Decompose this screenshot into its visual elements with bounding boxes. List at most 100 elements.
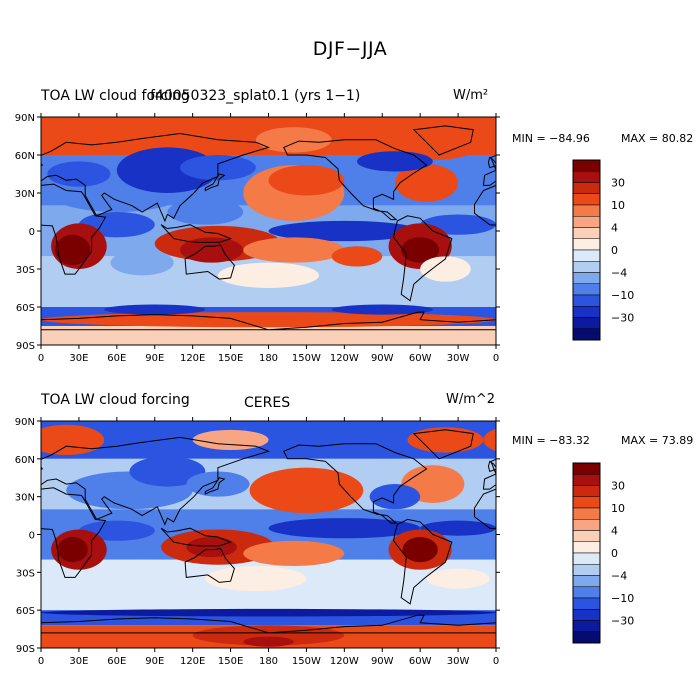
panel1-anomaly [268, 165, 345, 196]
panel1-anomaly [382, 124, 484, 161]
panel1-coastlines [41, 125, 689, 331]
panel1-colorbar-bin [572, 182, 601, 194]
panel1-anomaly [356, 151, 433, 172]
panel1-colorbar-bin [572, 238, 601, 251]
panel2-anomaly [41, 608, 496, 617]
panel1-anomaly [394, 163, 459, 202]
panel1-colorbar-bin [572, 328, 601, 341]
panel2-colorbar-label: −4 [611, 570, 627, 583]
panel2-colorbar-bin [572, 597, 601, 610]
panel1-colorbar-label: −30 [611, 312, 634, 325]
panel1-lon-label: 180 [259, 353, 278, 364]
panel2-coast-africa [41, 487, 107, 578]
panel2-anomaly [104, 559, 181, 585]
panel2-colorbar-bin [572, 530, 601, 542]
panel2-colorbar-label: 10 [611, 502, 625, 515]
panel2-colorbar-frame [572, 462, 601, 644]
panel1-lon-label: 90W [371, 353, 394, 364]
panel1-coast-australia [184, 244, 235, 280]
panel2-coast-indonesia [616, 528, 686, 546]
panel1-lat-label: 30N [15, 189, 35, 200]
panel1-lat-label: 60S [16, 303, 35, 314]
panel1-left-title: TOA LW cloud forcing [41, 88, 190, 104]
panel1-colorbar-bin [572, 171, 601, 183]
panel1-center-title: f40050323_splat0.1 (yrs 1−1) [150, 88, 361, 104]
panel2-lon-label: 180 [259, 656, 278, 667]
panel2-coastlines [41, 429, 686, 634]
panel2-coast-greenland [412, 429, 474, 460]
panel2-colorbar-bin [572, 496, 601, 509]
panel1-anomaly [331, 304, 433, 315]
panel2-lon-label: 150W [292, 656, 321, 667]
panel1-coast-greenland [412, 125, 474, 156]
panel2-anomaly [243, 540, 345, 567]
panel1-lon-label: 120W [330, 353, 359, 364]
panel1-min: MIN = −84.96 [512, 132, 590, 145]
panel1-coast-japan [660, 174, 679, 191]
panel2-coast-japan [660, 478, 679, 494]
panel1-anomaly [41, 312, 496, 328]
panel1-anomaly [255, 127, 332, 153]
panel2-lon-label: 120W [330, 656, 359, 667]
panel2-lat-label: 60S [16, 606, 35, 617]
panel2-colorbar-label: −30 [611, 615, 634, 628]
panel2-colorbar-label: 30 [611, 480, 625, 493]
panel2-anomaly [243, 636, 294, 647]
panel1-max: MAX = 80.82 [621, 132, 694, 145]
panel2-lon-label: 90E [145, 656, 164, 667]
panel1-colorbar-bin [572, 306, 601, 318]
panel2-anomaly [426, 568, 490, 589]
panel2-colorbar-bin [572, 462, 601, 475]
panel2-colorbar-bin [572, 552, 601, 565]
panel1-anomaly [0, 312, 41, 327]
panel1-colorbar-label: 4 [611, 222, 618, 235]
panel2-colorbar-bin [572, 485, 601, 497]
panel1-colorbar-bin [572, 317, 601, 329]
panel1-coast-indonesia [160, 224, 233, 243]
panel1-lon-label: 60E [107, 353, 126, 364]
panel2-left-title: TOA LW cloud forcing [41, 392, 190, 408]
panel2-lat-label: 90S [16, 644, 35, 655]
panel1-anomaly [243, 237, 345, 263]
panel1-anomaly [180, 237, 244, 263]
panel1-colorbar-bin [572, 294, 601, 307]
panel1-anomaly [420, 256, 471, 282]
panel2-lon-label: 150E [218, 656, 243, 667]
panel2-lat-label: 90N [15, 417, 35, 428]
panel2-anomaly [402, 537, 438, 563]
panel1-colorbar-label: −10 [611, 289, 634, 302]
panel1-coast-australia [640, 245, 689, 279]
panel1-colorbar-bin [572, 249, 601, 262]
panel2-colorbar: 30 10 4 0 −4 −10 −30 [572, 462, 634, 644]
panel2-coast-antarctica [268, 614, 496, 634]
panel1-lat-label: 60N [15, 151, 35, 162]
panel1-anomaly [54, 234, 91, 266]
panel1-lon-label: 90E [145, 353, 164, 364]
panel1-anomaly [110, 249, 174, 276]
panel2-lon-label: 60E [107, 656, 126, 667]
panel2-anomaly [420, 520, 496, 536]
panel1-colorbar-label: 0 [611, 244, 618, 257]
panel1-lon-label: 150W [292, 353, 321, 364]
panel1-coast-antarctica [41, 314, 269, 331]
panel2-colorbar-label: 0 [611, 547, 618, 560]
panel1-anomaly [47, 161, 111, 187]
panel2-anomaly [192, 429, 269, 451]
panel1-lon-label: 120E [180, 353, 205, 364]
panel1-coast-southAmerica [393, 215, 453, 302]
panel1-anomaly [167, 199, 244, 225]
panel1-anomaly [331, 246, 383, 267]
panel2-lon-label: 30W [447, 656, 470, 667]
panel2-colorbar-bin [572, 631, 601, 644]
panel2-anomaly [369, 484, 421, 510]
panel2-coast-australia [184, 547, 235, 583]
panel2-anomaly [186, 537, 237, 558]
panel1-colorbar-bin [572, 216, 601, 228]
panel1-lon-label: 0 [493, 353, 499, 364]
panel2-colorbar-bin [572, 575, 601, 587]
panel1-lon-label: 30E [69, 353, 88, 364]
panel2-max: MAX = 73.89 [621, 434, 694, 447]
panel1-colorbar-label: 30 [611, 177, 625, 190]
panel1-anomaly [470, 122, 496, 150]
